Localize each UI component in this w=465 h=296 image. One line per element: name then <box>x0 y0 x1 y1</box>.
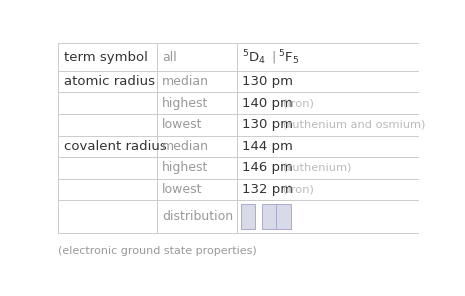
Text: median: median <box>162 140 209 153</box>
Text: highest: highest <box>162 161 209 174</box>
Text: (ruthenium and osmium): (ruthenium and osmium) <box>283 120 425 130</box>
Text: (iron): (iron) <box>283 184 314 194</box>
Text: (electronic ground state properties): (electronic ground state properties) <box>58 246 257 256</box>
Text: 132 pm: 132 pm <box>241 183 292 196</box>
Text: median: median <box>162 75 209 88</box>
Text: (ruthenium): (ruthenium) <box>283 163 352 173</box>
Bar <box>276 204 291 229</box>
Text: |: | <box>271 51 275 64</box>
Text: all: all <box>162 51 177 64</box>
Text: 140 pm: 140 pm <box>241 97 292 110</box>
Text: lowest: lowest <box>162 118 203 131</box>
Text: lowest: lowest <box>162 183 203 196</box>
Text: (iron): (iron) <box>283 98 314 108</box>
Text: $^5$F$_5$: $^5$F$_5$ <box>278 48 299 67</box>
Text: distribution: distribution <box>162 210 233 223</box>
Text: 144 pm: 144 pm <box>241 140 292 153</box>
Text: covalent radius: covalent radius <box>64 140 167 153</box>
Text: $^5$D$_4$: $^5$D$_4$ <box>241 48 266 67</box>
Text: term symbol: term symbol <box>64 51 148 64</box>
Text: 146 pm: 146 pm <box>241 161 292 174</box>
Bar <box>262 204 276 229</box>
Text: 130 pm: 130 pm <box>241 118 292 131</box>
Bar <box>241 204 255 229</box>
Text: 130 pm: 130 pm <box>241 75 292 88</box>
Text: highest: highest <box>162 97 209 110</box>
Text: atomic radius: atomic radius <box>64 75 155 88</box>
